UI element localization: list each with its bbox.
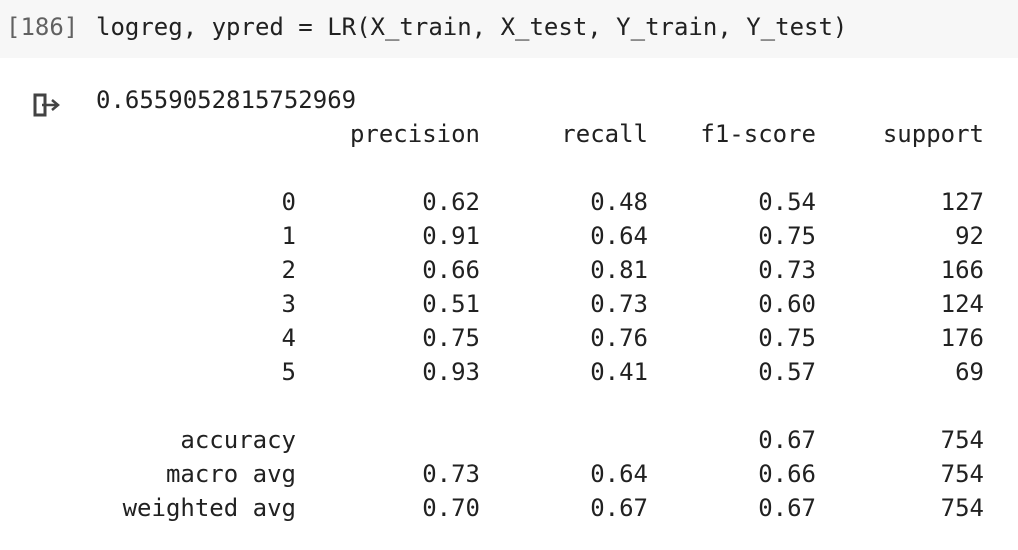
precision-value: 0.73 [422,460,480,488]
support-value: 92 [955,222,984,250]
summary-label: accuracy [180,426,296,454]
precision-value: 0.75 [422,324,480,352]
f1-score-value: 0.66 [758,460,816,488]
row-label: 3 [281,290,296,318]
output-arrow-icon[interactable] [32,92,62,118]
row-label: 1 [281,222,296,250]
code-line[interactable]: logreg, ypred = LR(X_train, X_test, Y_tr… [96,13,848,41]
f1-score-value: 0.73 [758,256,816,284]
recall-value: 0.64 [590,222,648,250]
precision-value: 0.66 [422,256,480,284]
support-value: 754 [940,494,984,522]
recall-value: 0.64 [590,460,648,488]
support-value: 166 [940,256,984,284]
f1-score-value: 0.67 [758,426,816,454]
f1-score-value: 0.57 [758,358,816,386]
support-value: 69 [955,358,984,386]
row-label: 0 [281,188,296,216]
summary-label: macro avg [165,460,296,488]
support-value: 176 [940,324,984,352]
f1-score-value: 0.75 [758,324,816,352]
recall-value: 0.76 [590,324,648,352]
summary-label: weighted avg [122,494,296,522]
column-header-precision: precision [349,120,480,148]
f1-score-value: 0.67 [758,494,816,522]
execution-count: [186] [6,13,79,41]
precision-value: 0.70 [422,494,480,522]
f1-score-value: 0.54 [758,188,816,216]
row-label: 2 [281,256,296,284]
recall-value: 0.67 [590,494,648,522]
f1-score-value: 0.75 [758,222,816,250]
recall-value: 0.81 [590,256,648,284]
precision-value: 0.62 [422,188,480,216]
column-header-support: support [882,120,984,148]
support-value: 124 [940,290,984,318]
support-value: 754 [940,426,984,454]
precision-value: 0.93 [422,358,480,386]
precision-value: 0.91 [422,222,480,250]
code-input-cell[interactable]: [186] logreg, ypred = LR(X_train, X_test… [0,0,1018,58]
f1-score-value: 0.60 [758,290,816,318]
precision-value: 0.51 [422,290,480,318]
column-header-recall: recall [561,120,648,148]
column-header-f1-score: f1-score [700,120,816,148]
row-label: 5 [281,358,296,386]
accuracy-output: 0.6559052815752969 [96,86,357,114]
recall-value: 0.48 [590,188,648,216]
recall-value: 0.73 [590,290,648,318]
recall-value: 0.41 [590,358,648,386]
row-label: 4 [281,324,296,352]
support-value: 754 [940,460,984,488]
support-value: 127 [940,188,984,216]
